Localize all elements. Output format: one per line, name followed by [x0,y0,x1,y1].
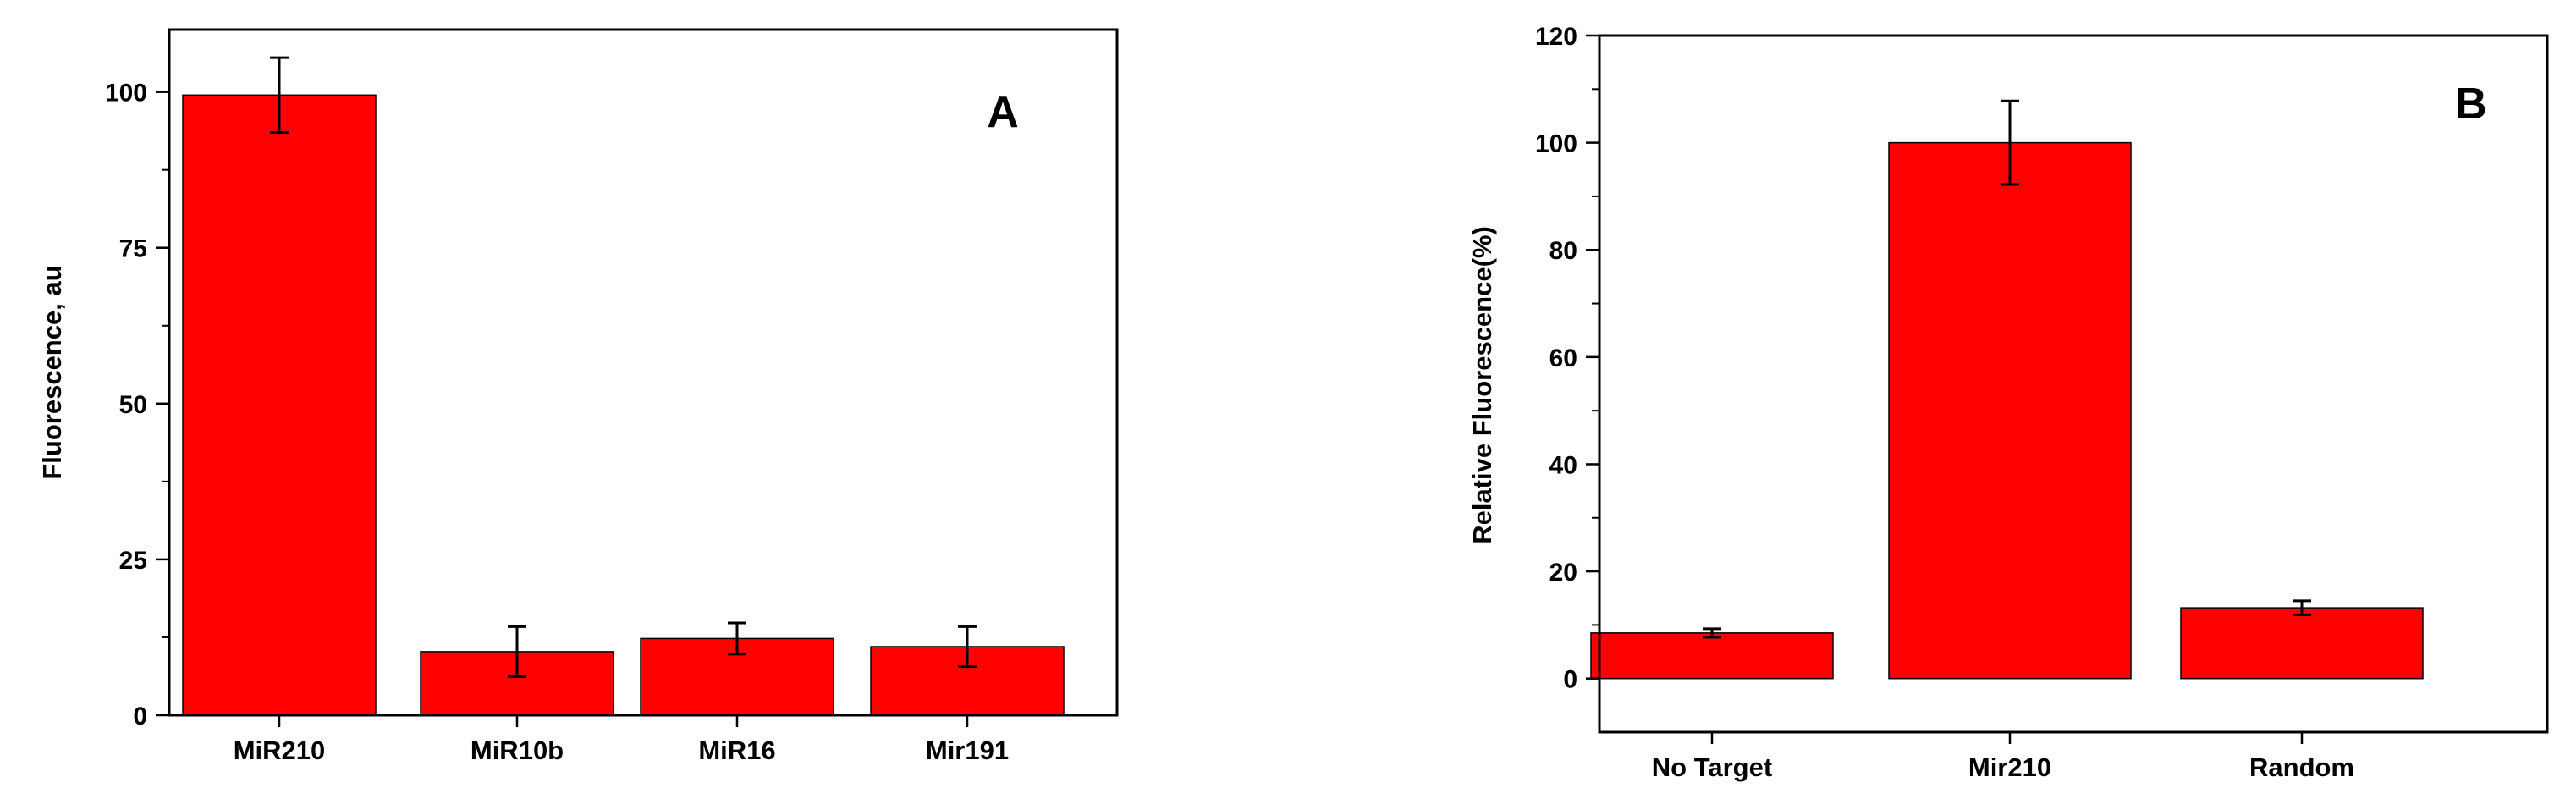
plot-frame [1598,34,2549,734]
y-tick-label: 75 [119,235,147,263]
y-tick-label: 25 [119,547,147,575]
x-tick-label: Mir191 [926,736,1009,765]
y-tick-label: 60 [1549,344,1577,372]
panel-a: MiR210 MiR10b MiR16 Mir191 0 25 50 75 100 Fluores… [37,28,1119,765]
y-tick-label: 50 [119,391,147,419]
x-tick-label: Random [2249,752,2354,782]
x-tick-label: MiR16 [698,736,775,765]
y-tick-label: 40 [1549,451,1577,479]
panel-letter: B [2455,80,2487,129]
panel-letter: A [987,88,1019,137]
panel-b: No Target Mir210 Random 0 20 40 60 80 100 120 Rela… [1467,23,2549,782]
y-tick-label: 100 [1535,130,1577,158]
y-tick-label: 0 [133,703,147,730]
x-tick-label: No Target [1652,752,1772,782]
bar-random [2180,607,2424,680]
x-tick-label: MiR10b [471,736,564,765]
bar-no-target [1590,632,1834,680]
y-tick-label: 0 [1563,666,1577,694]
y-tick-label: 80 [1549,237,1577,265]
x-tick-label: Mir210 [1968,752,2051,782]
y-tick-label: 100 [105,80,147,107]
y-axis-label: Fluorescence, au [37,265,67,479]
bar-mir210 [1888,141,2132,680]
x-tick-label: MiR210 [234,736,326,765]
plot-frame [168,28,1119,717]
bar-mir210 [182,94,377,716]
y-axis-label: Relative Fluorescence(%) [1467,226,1497,544]
y-tick-label: 20 [1549,559,1577,587]
y-tick-label: 120 [1535,23,1577,51]
